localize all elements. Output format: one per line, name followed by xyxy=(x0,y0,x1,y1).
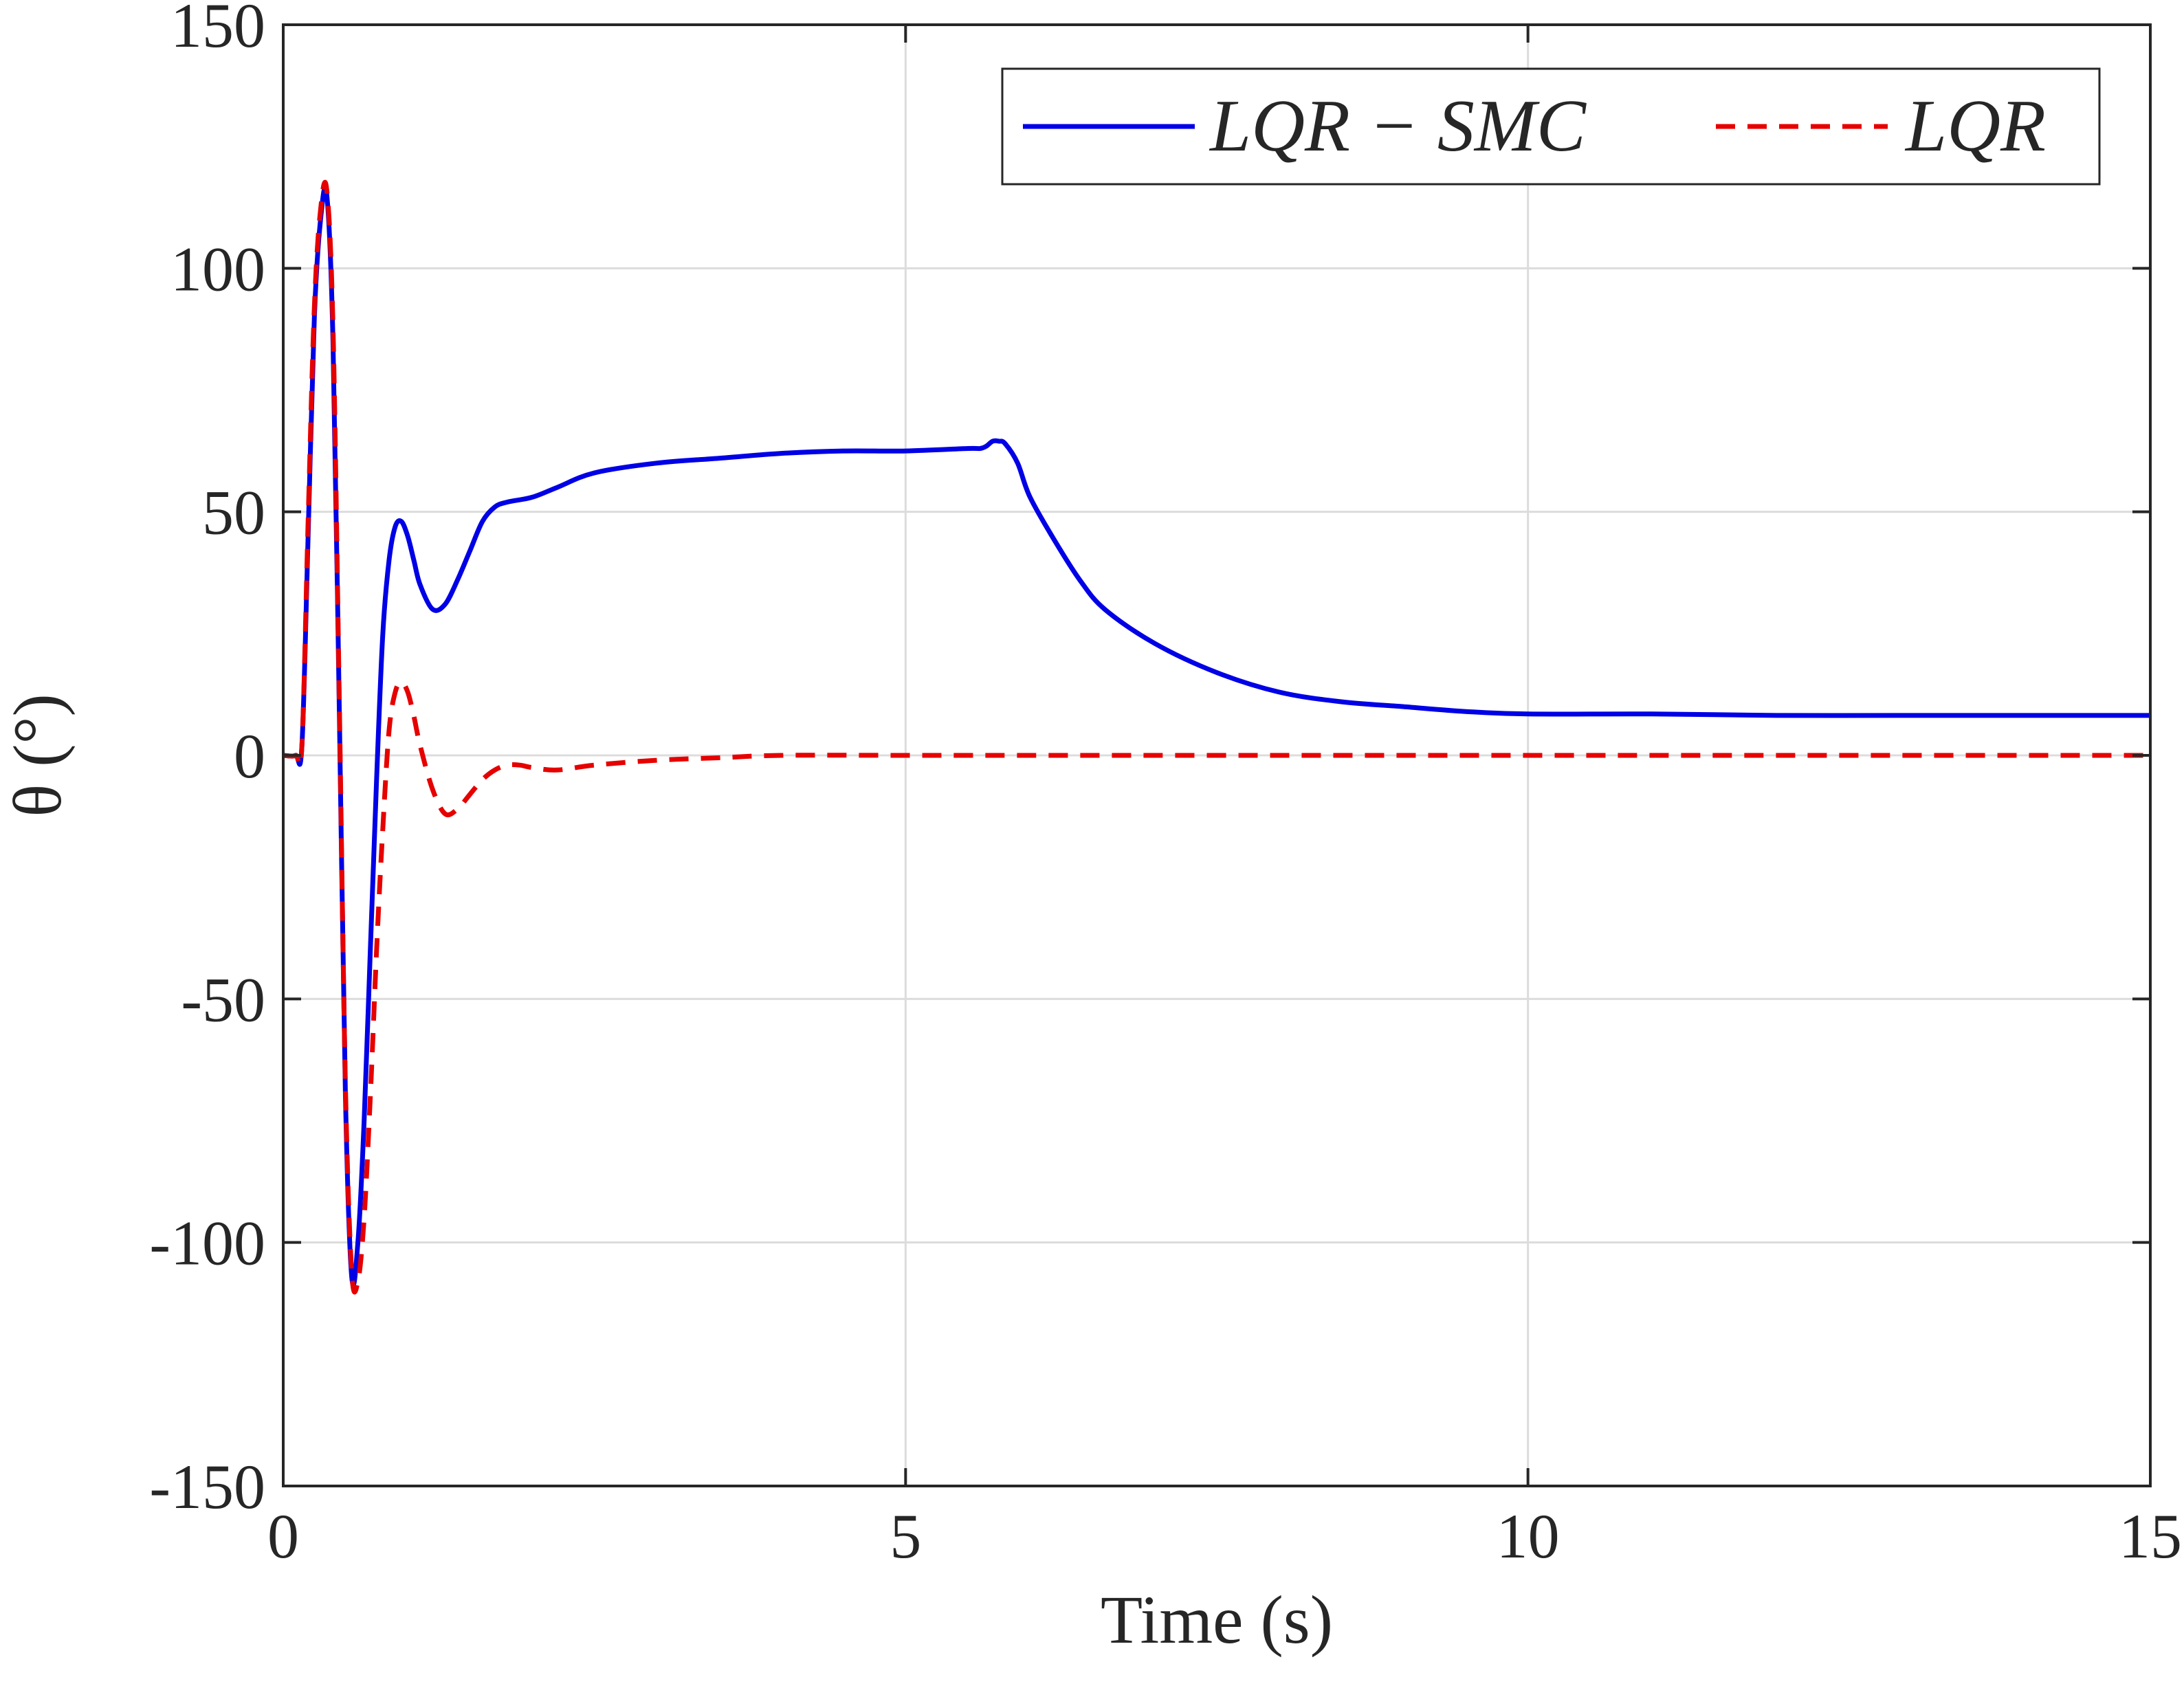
y-axis-title: θ (°) xyxy=(0,694,76,817)
x-tick-label: 10 xyxy=(1497,1501,1560,1571)
y-tick-label: 50 xyxy=(202,478,265,548)
y-tick-label: 0 xyxy=(234,721,265,791)
legend-label-lqr: LQR xyxy=(1904,85,2046,167)
series-layer xyxy=(283,179,2150,1295)
legend-label-lqr-smc: LQR − SMC xyxy=(1209,85,1587,167)
y-tick-label: 100 xyxy=(170,234,265,304)
y-tick-label: 150 xyxy=(170,0,265,60)
x-tick-label: 0 xyxy=(267,1501,299,1571)
y-tick-label: -100 xyxy=(149,1208,265,1278)
y-tick-label: -50 xyxy=(181,964,265,1034)
series-line-lqr xyxy=(283,179,2150,1295)
y-tick-label: -150 xyxy=(149,1452,265,1522)
x-tick-label: 15 xyxy=(2119,1501,2182,1571)
x-axis-title: Time (s) xyxy=(1101,1582,1333,1658)
legend: LQR − SMC LQR xyxy=(1001,67,2101,186)
x-tick-label: 5 xyxy=(890,1501,921,1571)
tick-labels: 0 5 10 15 -150 -100 -50 0 50 100 150 xyxy=(149,0,2182,1571)
ticks xyxy=(282,23,2152,1487)
